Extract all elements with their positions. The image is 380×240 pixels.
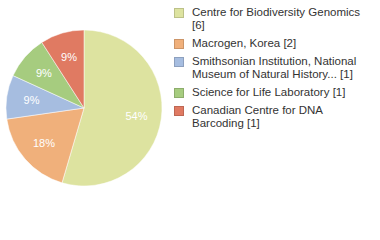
legend-label: Macrogen, Korea [2]	[192, 37, 362, 50]
legend-swatch	[174, 8, 184, 18]
legend-label: Canadian Centre for DNA Barcoding [1]	[192, 104, 362, 130]
legend-swatch	[174, 57, 184, 67]
data-label: 9%	[61, 51, 77, 63]
data-label: 9%	[24, 94, 40, 106]
legend-label: Science for Life Laboratory [1]	[192, 86, 362, 99]
legend-swatch	[174, 39, 184, 49]
legend-swatch	[174, 106, 184, 116]
pie-area: 54% 18% 9% 9% 9%	[0, 0, 175, 240]
data-label: 9%	[36, 67, 52, 79]
legend-item: Science for Life Laboratory [1]	[174, 86, 374, 99]
data-label: 54%	[125, 110, 147, 122]
legend-swatch	[174, 88, 184, 98]
legend: Centre for Biodiversity Genomics [6] Macr…	[174, 6, 374, 135]
legend-label: Smithsonian Institution, National Museum…	[192, 55, 362, 81]
legend-label: Centre for Biodiversity Genomics [6]	[192, 6, 362, 32]
legend-item: Centre for Biodiversity Genomics [6]	[174, 6, 374, 32]
legend-item: Macrogen, Korea [2]	[174, 37, 374, 50]
legend-item: Canadian Centre for DNA Barcoding [1]	[174, 104, 374, 130]
pie-slice	[7, 108, 84, 183]
data-label: 18%	[33, 137, 55, 149]
chart-root: 54% 18% 9% 9% 9% Centre for Biodiversity Gen…	[0, 0, 380, 240]
legend-item: Smithsonian Institution, National Museum…	[174, 55, 374, 81]
